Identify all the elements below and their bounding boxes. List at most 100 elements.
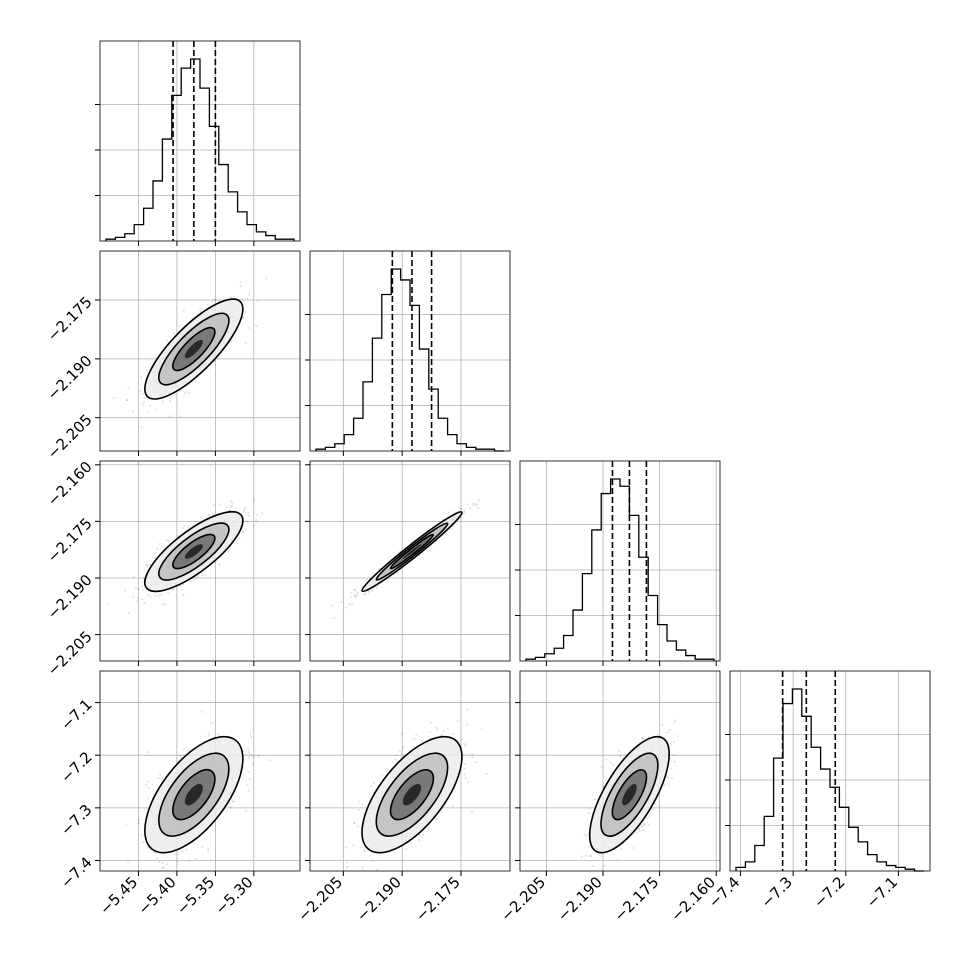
scatter-point: [635, 831, 638, 834]
scatter-point: [641, 737, 644, 740]
scatter-point: [617, 750, 620, 753]
scatter-point: [181, 850, 184, 853]
scatter-point: [242, 531, 245, 534]
scatter-point: [469, 507, 472, 510]
scatter-point: [666, 731, 669, 734]
scatter-point: [676, 734, 679, 737]
scatter-point: [366, 578, 369, 581]
scatter-point: [648, 815, 651, 818]
scatter-point: [144, 563, 147, 566]
scatter-point: [385, 770, 388, 773]
scatter-point: [418, 833, 421, 836]
scatter-point: [405, 847, 408, 850]
scatter-panel-1-0: −2.205 −2.190 −2.175: [44, 250, 301, 463]
scatter-point: [139, 390, 142, 393]
scatter-point: [460, 507, 463, 510]
scatter-point: [185, 390, 188, 393]
scatter-point: [188, 391, 191, 394]
axis-frame: [309, 670, 511, 872]
scatter-point: [143, 397, 146, 400]
scatter-point: [176, 535, 179, 538]
scatter-point: [401, 859, 404, 862]
scatter-point: [673, 721, 676, 724]
y-tick-label: −2.160: [44, 458, 96, 510]
scatter-point: [143, 601, 146, 604]
scatter-point: [671, 777, 674, 780]
scatter-point: [201, 573, 204, 576]
scatter-point: [207, 513, 210, 516]
scatter-point: [179, 415, 182, 418]
scatter-point: [643, 823, 646, 826]
axis-frame: [309, 250, 511, 452]
scatter-point: [657, 733, 660, 736]
scatter-point: [446, 727, 449, 730]
scatter-point: [219, 503, 222, 506]
scatter-point: [161, 862, 164, 865]
scatter-point: [477, 506, 480, 509]
scatter-point: [149, 564, 152, 567]
scatter-point: [199, 310, 202, 313]
scatter-point: [345, 606, 348, 609]
scatter-point: [673, 760, 676, 763]
scatter-point: [476, 503, 479, 506]
scatter-point: [250, 735, 253, 738]
scatter-point: [346, 866, 349, 869]
scatter-point: [395, 754, 398, 757]
density-contour: [158, 312, 230, 386]
scatter-point: [639, 829, 642, 832]
scatter-point: [212, 513, 215, 516]
scatter-point: [217, 733, 220, 736]
density-level: [184, 544, 203, 559]
scatter-point: [206, 303, 209, 306]
scatter-point: [174, 853, 177, 856]
scatter-point: [249, 733, 252, 736]
scatter-point: [147, 750, 150, 753]
scatter-point: [440, 733, 443, 736]
scatter-point: [136, 587, 139, 590]
histogram-step-line: [315, 268, 504, 452]
scatter-point: [358, 808, 361, 811]
scatter-point: [511, 737, 513, 739]
scatter-point: [346, 861, 349, 864]
scatter-point: [142, 400, 145, 403]
density-contour: [144, 298, 244, 400]
scatter-point: [463, 511, 466, 514]
scatter-point: [147, 411, 150, 414]
density-level: [402, 784, 422, 806]
scatter-point: [430, 721, 433, 724]
histogram-step-line: [105, 58, 295, 241]
scatter-point: [672, 754, 675, 757]
density-contour: [375, 522, 449, 581]
scatter-point: [137, 822, 140, 825]
scatter-point: [158, 543, 161, 546]
scatter-point: [231, 502, 234, 505]
density-contour: [361, 511, 463, 593]
histogram-panel-2: [515, 460, 721, 666]
scatter-point: [207, 731, 210, 734]
scatter-point: [166, 539, 169, 542]
scatter-point: [638, 827, 641, 830]
scatter-point: [463, 743, 466, 746]
scatter-point: [422, 833, 425, 836]
x-tick-label: −2.190: [353, 873, 405, 925]
scatter-point: [460, 738, 463, 741]
scatter-point: [181, 526, 184, 529]
scatter-point: [410, 842, 413, 845]
scatter-point: [159, 593, 162, 596]
scatter-point: [249, 753, 252, 756]
scatter-point: [185, 848, 188, 851]
scatter-point: [396, 571, 399, 574]
scatter-point: [354, 595, 357, 598]
scatter-point: [218, 563, 221, 566]
scatter-point: [225, 506, 228, 509]
scatter-point: [385, 768, 388, 771]
scatter-point: [241, 316, 244, 319]
histogram-panel-1: [305, 250, 511, 456]
density-contour: [375, 752, 449, 837]
scatter-point: [247, 327, 250, 330]
scatter-point: [256, 514, 259, 517]
scatter-point: [182, 748, 185, 751]
density-contour: [172, 533, 216, 570]
scatter-point: [394, 758, 397, 761]
scatter-point: [247, 749, 250, 752]
